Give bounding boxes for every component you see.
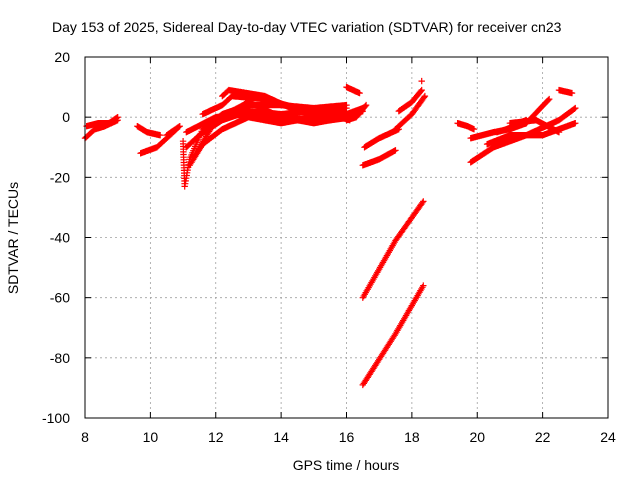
chart-title: Day 153 of 2025, Sidereal Day-to-day VTE… — [52, 19, 562, 35]
axis-ticks — [84, 56, 609, 419]
series-t18 — [395, 86, 425, 115]
series-t30 — [555, 86, 576, 97]
data-point-marks — [91, 114, 121, 133]
x-axis-label: GPS time / hours — [293, 457, 400, 473]
data-point-marks — [359, 147, 399, 169]
data-point-marks — [343, 101, 370, 124]
x-tick-label: 12 — [208, 429, 224, 445]
series-t14 — [343, 83, 363, 97]
series-t20 — [418, 77, 425, 85]
x-tick-labels: 8 10 12 14 16 18 20 22 24 — [81, 429, 616, 445]
data-point-marks — [555, 86, 576, 97]
data-point-marks — [359, 198, 427, 301]
y-tick-label: -40 — [50, 230, 70, 246]
series-t23 — [454, 120, 478, 133]
series-t3 — [91, 114, 121, 133]
data-point-marks — [343, 83, 363, 97]
data-point-marks — [359, 282, 427, 389]
y-tick-label: -20 — [50, 169, 70, 185]
data-point-marks — [395, 86, 425, 115]
y-tick-label: -60 — [50, 290, 70, 306]
data-point-marks — [219, 86, 357, 124]
x-tick-label: 16 — [339, 429, 355, 445]
series-t13 — [219, 86, 357, 124]
series-t17 — [359, 147, 399, 169]
y-tick-label: -80 — [50, 350, 70, 366]
x-tick-label: 14 — [273, 429, 289, 445]
x-tick-label: 10 — [143, 429, 159, 445]
series-t22 — [359, 282, 427, 389]
series-t15 — [343, 101, 370, 124]
data-point-marks — [163, 123, 183, 139]
series-t6 — [163, 123, 183, 139]
data-marks — [81, 77, 579, 389]
series-t4 — [134, 123, 164, 139]
x-tick-label: 24 — [600, 429, 616, 445]
y-axis-label: SDTVAR / TECUs — [5, 182, 21, 294]
data-point-marks — [134, 123, 164, 139]
y-tick-label: 0 — [62, 109, 70, 125]
data-point-marks — [454, 120, 478, 133]
y-tick-label: -100 — [42, 410, 70, 426]
data-point-marks — [506, 117, 530, 130]
series-t19 — [392, 92, 429, 133]
y-tick-labels: 20 0 -20 -40 -60 -80 -100 — [42, 49, 70, 426]
data-point-marks — [392, 92, 429, 133]
series-t21 — [359, 198, 427, 301]
x-tick-label: 18 — [404, 429, 420, 445]
x-tick-label: 22 — [535, 429, 551, 445]
data-point-marks — [418, 77, 425, 85]
y-tick-label: 20 — [54, 49, 70, 65]
series-t29 — [506, 117, 530, 130]
x-tick-label: 20 — [469, 429, 485, 445]
x-tick-label: 8 — [81, 429, 89, 445]
